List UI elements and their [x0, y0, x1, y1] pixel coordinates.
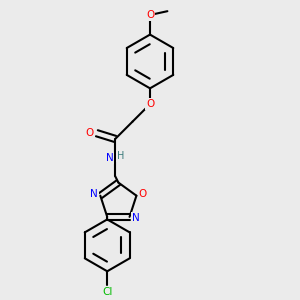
Text: H: H [117, 151, 124, 161]
Text: N: N [106, 153, 113, 163]
Text: N: N [90, 189, 98, 200]
Text: O: O [139, 189, 147, 199]
Text: Cl: Cl [102, 286, 112, 296]
Text: O: O [146, 10, 154, 20]
Text: O: O [86, 128, 94, 138]
Text: N: N [132, 213, 140, 223]
Text: O: O [146, 99, 154, 109]
